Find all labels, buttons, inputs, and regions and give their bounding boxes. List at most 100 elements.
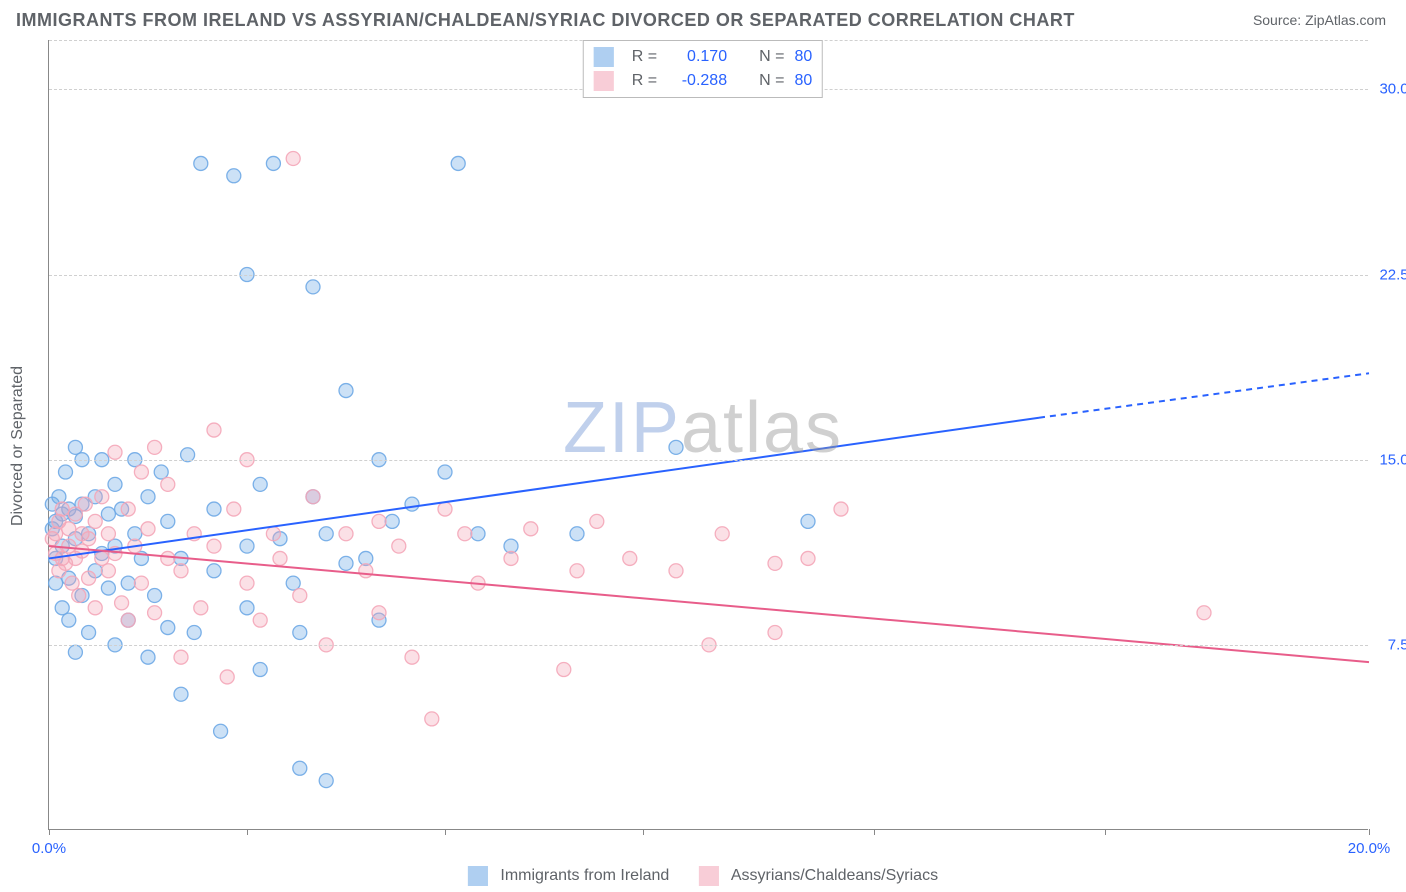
x-tick-label: 20.0%: [1348, 840, 1391, 857]
data-point: [405, 650, 419, 664]
data-point: [253, 663, 267, 677]
data-point: [359, 564, 373, 578]
source-link[interactable]: ZipAtlas.com: [1305, 12, 1386, 28]
data-point: [293, 626, 307, 640]
data-point: [174, 687, 188, 701]
gridline: [49, 275, 1368, 276]
data-point: [227, 169, 241, 183]
data-point: [121, 613, 135, 627]
data-point: [392, 539, 406, 553]
data-point: [669, 440, 683, 454]
data-point: [161, 477, 175, 491]
data-point: [669, 564, 683, 578]
r-label: R =: [632, 72, 657, 90]
data-point: [570, 564, 584, 578]
r-value: 0.170: [667, 48, 727, 66]
data-point: [253, 613, 267, 627]
series-legend: Immigrants from Ireland Assyrians/Chalde…: [468, 866, 938, 886]
data-point: [141, 490, 155, 504]
scatter-chart-svg: [49, 40, 1368, 829]
data-point: [82, 571, 96, 585]
x-tick-label: 0.0%: [32, 840, 66, 857]
data-point: [405, 497, 419, 511]
data-point: [95, 490, 109, 504]
data-point: [801, 514, 815, 528]
series-legend-item: Immigrants from Ireland: [468, 866, 669, 886]
data-point: [557, 663, 571, 677]
correlation-legend: R = 0.170 N = 80 R = -0.288 N = 80: [583, 40, 823, 98]
data-point: [471, 527, 485, 541]
data-point: [339, 384, 353, 398]
data-point: [207, 423, 221, 437]
data-point: [187, 626, 201, 640]
data-point: [438, 502, 452, 516]
data-point: [339, 527, 353, 541]
data-point: [293, 761, 307, 775]
regression-line: [49, 418, 1039, 559]
data-point: [68, 645, 82, 659]
data-point: [194, 156, 208, 170]
data-point: [524, 522, 538, 536]
swatch-icon: [594, 71, 614, 91]
data-point: [88, 514, 102, 528]
data-point: [101, 581, 115, 595]
data-point: [82, 532, 96, 546]
data-point: [425, 712, 439, 726]
data-point: [834, 502, 848, 516]
x-minor-tick: [1105, 829, 1106, 835]
r-label: R =: [632, 48, 657, 66]
plot-area: 7.5%15.0%22.5%30.0%0.0%20.0%: [48, 40, 1368, 830]
data-point: [372, 514, 386, 528]
data-point: [801, 551, 815, 565]
data-point: [121, 576, 135, 590]
chart-title: IMMIGRANTS FROM IRELAND VS ASSYRIAN/CHAL…: [16, 10, 1075, 31]
swatch-icon: [699, 866, 719, 886]
data-point: [55, 502, 69, 516]
data-point: [101, 507, 115, 521]
series-label: Immigrants from Ireland: [500, 867, 669, 884]
series-legend-item: Assyrians/Chaldeans/Syriacs: [699, 866, 938, 886]
data-point: [101, 527, 115, 541]
data-point: [339, 556, 353, 570]
data-point: [570, 527, 584, 541]
n-label: N =: [759, 72, 784, 90]
data-point: [715, 527, 729, 541]
data-point: [253, 477, 267, 491]
data-point: [141, 522, 155, 536]
data-point: [194, 601, 208, 615]
data-point: [207, 539, 221, 553]
regression-line-extrapolated: [1039, 373, 1369, 417]
n-label: N =: [759, 48, 784, 66]
swatch-icon: [594, 47, 614, 67]
data-point: [240, 576, 254, 590]
data-point: [78, 497, 92, 511]
y-tick-label: 7.5%: [1388, 636, 1406, 653]
gridline: [49, 460, 1368, 461]
correlation-legend-row: R = -0.288 N = 80: [594, 69, 812, 93]
data-point: [148, 440, 162, 454]
data-point: [451, 156, 465, 170]
y-tick-label: 22.5%: [1379, 266, 1406, 283]
data-point: [319, 774, 333, 788]
x-tick: [1369, 829, 1370, 835]
data-point: [319, 527, 333, 541]
data-point: [62, 522, 76, 536]
source-label: Source:: [1253, 12, 1301, 28]
data-point: [385, 514, 399, 528]
data-point: [207, 564, 221, 578]
data-point: [62, 613, 76, 627]
data-point: [768, 556, 782, 570]
data-point: [134, 576, 148, 590]
data-point: [306, 280, 320, 294]
data-point: [220, 670, 234, 684]
data-point: [504, 551, 518, 565]
x-minor-tick: [445, 829, 446, 835]
data-point: [141, 650, 155, 664]
y-axis-label: Divorced or Separated: [9, 366, 27, 526]
data-point: [590, 514, 604, 528]
n-value: 80: [794, 48, 812, 66]
y-tick-label: 30.0%: [1379, 81, 1406, 98]
data-point: [101, 564, 115, 578]
correlation-legend-row: R = 0.170 N = 80: [594, 45, 812, 69]
data-point: [266, 527, 280, 541]
